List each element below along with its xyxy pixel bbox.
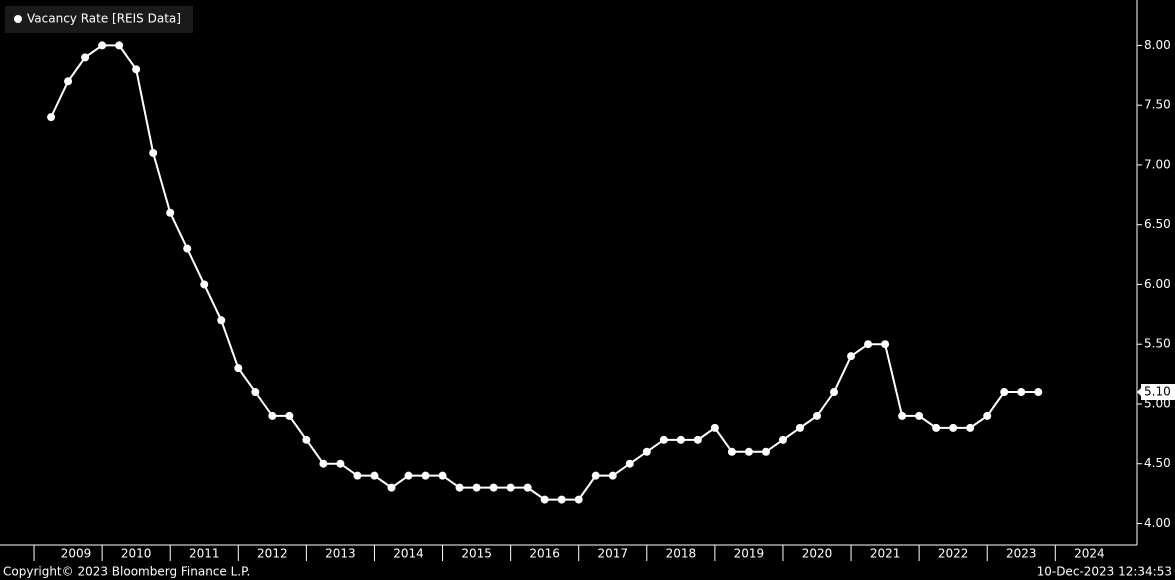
- point: [574, 495, 583, 504]
- point: [813, 411, 822, 420]
- point: [387, 483, 396, 492]
- point: [47, 113, 56, 122]
- point: [949, 423, 958, 432]
- point: [149, 148, 158, 157]
- point: [915, 411, 924, 420]
- legend-box: [5, 6, 193, 33]
- point: [472, 483, 481, 492]
- point: [268, 411, 277, 420]
- x-tick-label: 2016: [529, 547, 560, 561]
- timestamp: 10-Dec-2023 12:34:53: [1037, 565, 1172, 579]
- point: [847, 352, 856, 361]
- point: [608, 471, 617, 480]
- x-tick-label: 2013: [325, 547, 356, 561]
- point: [659, 435, 668, 444]
- x-tick-label: 2021: [870, 547, 901, 561]
- point: [864, 340, 873, 349]
- point: [795, 423, 804, 432]
- point: [625, 459, 634, 468]
- point: [1000, 388, 1009, 397]
- x-tick-label: 2019: [734, 547, 765, 561]
- last-value-box: [1141, 384, 1175, 401]
- y-tick-label: 7.00: [1144, 157, 1171, 171]
- point: [353, 471, 362, 480]
- point: [830, 388, 839, 397]
- point: [234, 364, 243, 373]
- x-tick-label: 2018: [666, 547, 697, 561]
- point: [932, 423, 941, 432]
- point: [319, 459, 328, 468]
- y-tick-label: 8.00: [1144, 38, 1171, 52]
- point: [557, 495, 566, 504]
- point: [676, 435, 685, 444]
- point: [710, 423, 719, 432]
- y-tick-label: 6.00: [1144, 277, 1171, 291]
- point: [115, 41, 124, 50]
- point: [336, 459, 345, 468]
- point: [540, 495, 549, 504]
- point: [285, 411, 294, 420]
- last-value-pointer: [1137, 387, 1142, 398]
- point: [1017, 388, 1026, 397]
- x-tick-label: 2023: [1006, 547, 1037, 561]
- point: [506, 483, 515, 492]
- point: [81, 53, 90, 62]
- x-tick-label: 2022: [938, 547, 969, 561]
- point: [183, 244, 192, 253]
- legend-marker: [14, 15, 22, 23]
- x-tick-label: 2024: [1074, 547, 1105, 561]
- x-tick-label: 2017: [597, 547, 628, 561]
- point: [523, 483, 532, 492]
- y-tick-label: 5.50: [1144, 337, 1171, 351]
- point: [966, 423, 975, 432]
- point: [217, 316, 226, 325]
- point: [744, 447, 753, 456]
- point: [898, 411, 907, 420]
- point: [727, 447, 736, 456]
- point: [251, 388, 260, 397]
- point: [591, 471, 600, 480]
- point: [438, 471, 447, 480]
- y-tick-label: 4.00: [1144, 516, 1171, 530]
- legend-label: Vacancy Rate [REIS Data]: [27, 12, 181, 26]
- copyright: Copyright© 2023 Bloomberg Finance L.P.: [3, 565, 250, 579]
- point: [200, 280, 209, 289]
- y-tick-label: 7.50: [1144, 98, 1171, 112]
- point: [1034, 388, 1043, 397]
- point: [370, 471, 379, 480]
- line: [50, 44, 1039, 501]
- last-value-label: 5.10: [1144, 385, 1171, 399]
- point: [455, 483, 464, 492]
- point: [64, 77, 73, 86]
- x-tick-label: 2010: [121, 547, 152, 561]
- x-tick-label: 2015: [461, 547, 492, 561]
- point: [881, 340, 890, 349]
- point: [761, 447, 770, 456]
- point: [404, 471, 413, 480]
- x-tick-label: 2009: [61, 547, 92, 561]
- y-tick-label: 6.50: [1144, 217, 1171, 231]
- x-tick-label: 2012: [257, 547, 288, 561]
- point: [983, 411, 992, 420]
- point: [98, 41, 107, 50]
- point: [166, 208, 175, 217]
- x-tick-label: 2020: [802, 547, 833, 561]
- point: [642, 447, 651, 456]
- point: [302, 435, 311, 444]
- point: [489, 483, 498, 492]
- point: [778, 435, 787, 444]
- y-tick-label: 4.50: [1144, 456, 1171, 470]
- point: [421, 471, 430, 480]
- x-tick-label: 2014: [393, 547, 424, 561]
- point: [693, 435, 702, 444]
- x-tick-label: 2011: [189, 547, 220, 561]
- point: [132, 65, 141, 74]
